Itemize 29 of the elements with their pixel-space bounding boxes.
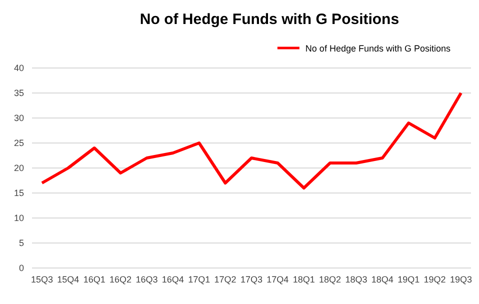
x-tick-label: 19Q1 xyxy=(398,274,420,284)
x-tick-label: 18Q1 xyxy=(292,274,315,284)
y-tick-label: 10 xyxy=(14,212,24,223)
y-tick-label: 20 xyxy=(14,162,24,173)
x-tick-label: 17Q1 xyxy=(188,274,210,284)
x-tick-label: 18Q2 xyxy=(319,274,342,284)
x-tick-label: 17Q3 xyxy=(240,274,263,284)
x-tick-label: 19Q2 xyxy=(424,274,446,284)
x-tick-label: 15Q3 xyxy=(30,274,54,284)
y-tick-label: 40 xyxy=(14,62,24,73)
x-tick-label: 17Q2 xyxy=(214,274,236,284)
y-tick-label: 0 xyxy=(18,262,24,273)
x-tick-label: 17Q4 xyxy=(266,274,289,284)
y-tick-label: 5 xyxy=(18,238,24,248)
x-tick-label: 16Q3 xyxy=(136,274,158,284)
y-tick-label: 30 xyxy=(14,112,24,123)
y-tick-label: 35 xyxy=(14,88,24,98)
chart-title: No of Hedge Funds with G Positions xyxy=(140,11,400,28)
x-tick-label: 16Q1 xyxy=(83,274,106,284)
x-tick-label: 16Q2 xyxy=(110,274,132,284)
y-tick-label: 15 xyxy=(14,188,24,198)
x-tick-label: 18Q4 xyxy=(371,274,394,284)
x-tick-label: 19Q3 xyxy=(450,274,472,284)
x-tick-label: 15Q4 xyxy=(57,274,80,284)
legend-label: No of Hedge Funds with G Positions xyxy=(305,44,451,54)
x-tick-label: 16Q4 xyxy=(162,274,184,284)
x-tick-label: 18Q3 xyxy=(345,274,368,284)
y-tick-label: 25 xyxy=(14,138,24,148)
line-series xyxy=(40,92,462,190)
